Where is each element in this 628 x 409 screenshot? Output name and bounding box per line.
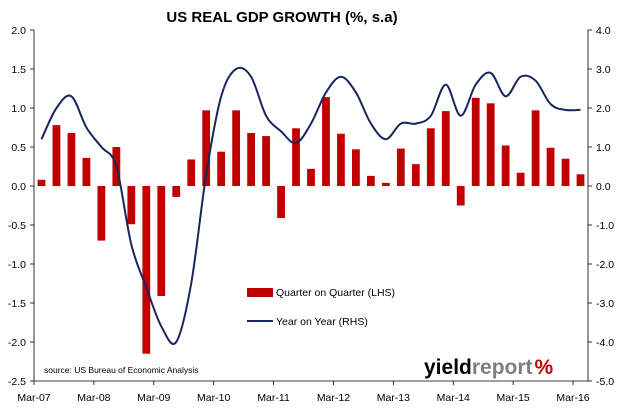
- right-tick-label: -1.0: [596, 220, 614, 232]
- qoq-bar: [52, 125, 61, 186]
- qoq-bar: [337, 133, 345, 186]
- qoq-bar: [187, 159, 196, 186]
- x-tick-label: Mar-13: [377, 392, 410, 404]
- qoq-bar: [561, 158, 570, 186]
- left-tick-label: 0.5: [11, 142, 26, 154]
- qoq-bar: [486, 103, 495, 186]
- right-tick-label: -2.0: [596, 259, 614, 271]
- right-tick-label: 0.0: [596, 181, 611, 193]
- qoq-bar: [546, 147, 555, 186]
- qoq-bar: [292, 128, 300, 186]
- source-note: source: US Bureau of Economic Analysis: [44, 365, 199, 375]
- qoq-bar: [157, 186, 166, 296]
- x-ticks: Mar-07 Mar-08 Mar-09 Mar-10 Mar-11 Mar-12 Mar-…: [17, 381, 590, 404]
- right-tick-label: 2.0: [596, 103, 611, 115]
- qoq-bar: [456, 186, 465, 206]
- legend: Quarter on Quarter (LHS) Year on Year (R…: [247, 287, 395, 328]
- legend-swatch-qoq: [247, 288, 273, 297]
- qoq-bar: [516, 172, 525, 186]
- qoq-bar: [411, 164, 420, 186]
- qoq-bar: [531, 110, 540, 186]
- qoq-bar: [67, 132, 76, 186]
- yieldreport-logo: yieldreport%: [424, 356, 554, 379]
- right-tick-label: -4.0: [596, 337, 614, 349]
- qoq-bar: [471, 97, 480, 186]
- right-tick-label: 3.0: [596, 64, 611, 76]
- logo-percent-mark: %: [535, 356, 554, 379]
- x-tick-label: Mar-11: [257, 392, 290, 404]
- left-tick-label: -2.5: [8, 376, 26, 388]
- qoq-bar: [396, 148, 405, 186]
- qoq-bar: [576, 174, 585, 186]
- left-tick-label: -2.0: [8, 337, 26, 349]
- left-tick-label: -1.5: [8, 298, 26, 310]
- qoq-bar: [142, 186, 151, 354]
- left-y-ticks: 2.0 1.5 1.0 0.5 0.0 -0.5 -1.0 -1.5 -2.0 -2.5: [8, 25, 34, 388]
- left-tick-label: 1.0: [11, 103, 26, 115]
- legend-label-yoy: Year on Year (RHS): [276, 316, 368, 328]
- left-tick-label: -0.5: [8, 220, 26, 232]
- x-tick-label: Mar-10: [197, 392, 230, 404]
- chart-title: US REAL GDP GROWTH (%, s.a): [166, 9, 397, 26]
- qoq-bar: [97, 186, 106, 241]
- qoq-bar: [232, 110, 241, 186]
- qoq-bar: [426, 128, 435, 186]
- qoq-bar: [307, 168, 315, 186]
- qoq-bar: [366, 175, 375, 186]
- qoq-bar: [441, 111, 450, 186]
- logo-word-report: report: [472, 356, 533, 379]
- qoq-bar: [37, 179, 46, 186]
- qoq-bar: [262, 136, 270, 186]
- x-tick-label: Mar-07: [17, 392, 50, 404]
- qoq-bars: [37, 97, 585, 354]
- qoq-bar: [501, 145, 510, 186]
- x-tick-label: Mar-12: [317, 392, 350, 404]
- yoy-line-group: [40, 66, 581, 345]
- right-tick-label: 1.0: [596, 142, 611, 154]
- x-tick-label: Mar-16: [556, 392, 589, 404]
- right-tick-label: -5.0: [596, 376, 614, 388]
- x-tick-label: Mar-15: [497, 392, 530, 404]
- qoq-bar: [127, 186, 136, 225]
- qoq-bar: [322, 97, 330, 186]
- logo-word-yield: yield: [424, 356, 472, 379]
- right-tick-label: 4.0: [596, 25, 611, 37]
- left-tick-label: 0.0: [11, 181, 26, 193]
- qoq-bar: [217, 151, 226, 186]
- yoy-line: [40, 66, 581, 345]
- left-tick-label: 1.5: [11, 64, 26, 76]
- logo-text: yieldreport%: [424, 356, 554, 379]
- legend-label-qoq: Quarter on Quarter (LHS): [276, 287, 395, 299]
- qoq-bar: [172, 186, 181, 197]
- qoq-bar: [202, 110, 211, 186]
- qoq-bar: [247, 132, 256, 186]
- qoq-bar: [82, 157, 91, 186]
- left-tick-label: -1.0: [8, 259, 26, 271]
- right-y-ticks: 4.0 3.0 2.0 1.0 0.0 -1.0 -2.0 -3.0 -4.0 -5.0: [588, 25, 614, 388]
- left-tick-label: 2.0: [11, 25, 26, 37]
- right-tick-label: -3.0: [596, 298, 614, 310]
- x-tick-label: Mar-08: [77, 392, 110, 404]
- x-tick-label: Mar-14: [437, 392, 470, 404]
- x-tick-label: Mar-09: [137, 392, 170, 404]
- qoq-bar: [352, 149, 360, 186]
- qoq-bar: [277, 186, 285, 218]
- qoq-bar: [381, 182, 390, 186]
